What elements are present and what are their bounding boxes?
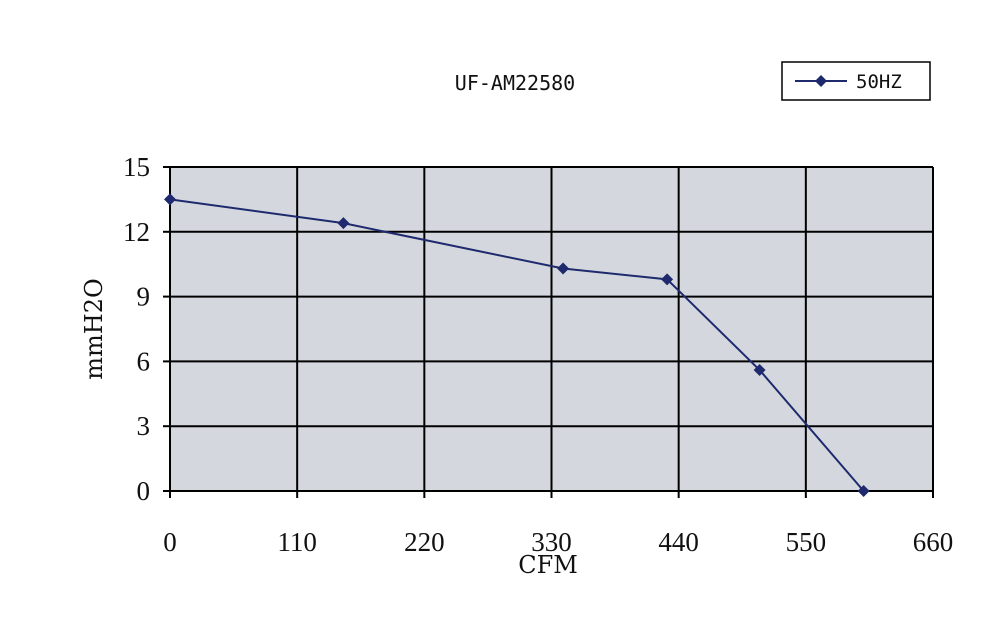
series-line bbox=[169, 198, 865, 492]
x-tick-label: 110 bbox=[277, 527, 317, 557]
y-tick-label: 15 bbox=[123, 152, 150, 182]
x-tick-label: 220 bbox=[404, 527, 445, 557]
data-point bbox=[557, 262, 570, 275]
y-tick-label: 0 bbox=[137, 476, 151, 506]
y-tick-label: 6 bbox=[137, 346, 151, 376]
data-point bbox=[857, 485, 870, 497]
data-point bbox=[337, 217, 350, 230]
data-point bbox=[164, 193, 176, 206]
y-tick-label: 3 bbox=[137, 411, 151, 441]
y-tick-label: 9 bbox=[137, 282, 151, 312]
x-tick-label: 550 bbox=[786, 527, 827, 557]
x-tick-label: 0 bbox=[163, 527, 177, 557]
x-axis-label: CFM bbox=[518, 551, 578, 579]
x-tick-label: 330 bbox=[531, 527, 572, 557]
y-tick-label: 12 bbox=[123, 217, 150, 247]
legend-label: 50HZ bbox=[856, 71, 902, 93]
tick-labels: 0 110 220 330 440 550 660 0 3 6 9 12 15 bbox=[123, 152, 953, 557]
data-point bbox=[661, 273, 674, 286]
x-tick-label: 660 bbox=[913, 527, 954, 557]
grid bbox=[163, 166, 934, 498]
legend: 50HZ bbox=[781, 61, 931, 101]
legend-marker bbox=[815, 75, 827, 87]
x-tick-label: 440 bbox=[658, 527, 699, 557]
y-axis-label: mmH2O bbox=[80, 278, 108, 379]
series-50hz bbox=[164, 193, 870, 497]
data-point bbox=[753, 364, 766, 377]
chart-title: UF-AM22580 bbox=[455, 71, 575, 95]
